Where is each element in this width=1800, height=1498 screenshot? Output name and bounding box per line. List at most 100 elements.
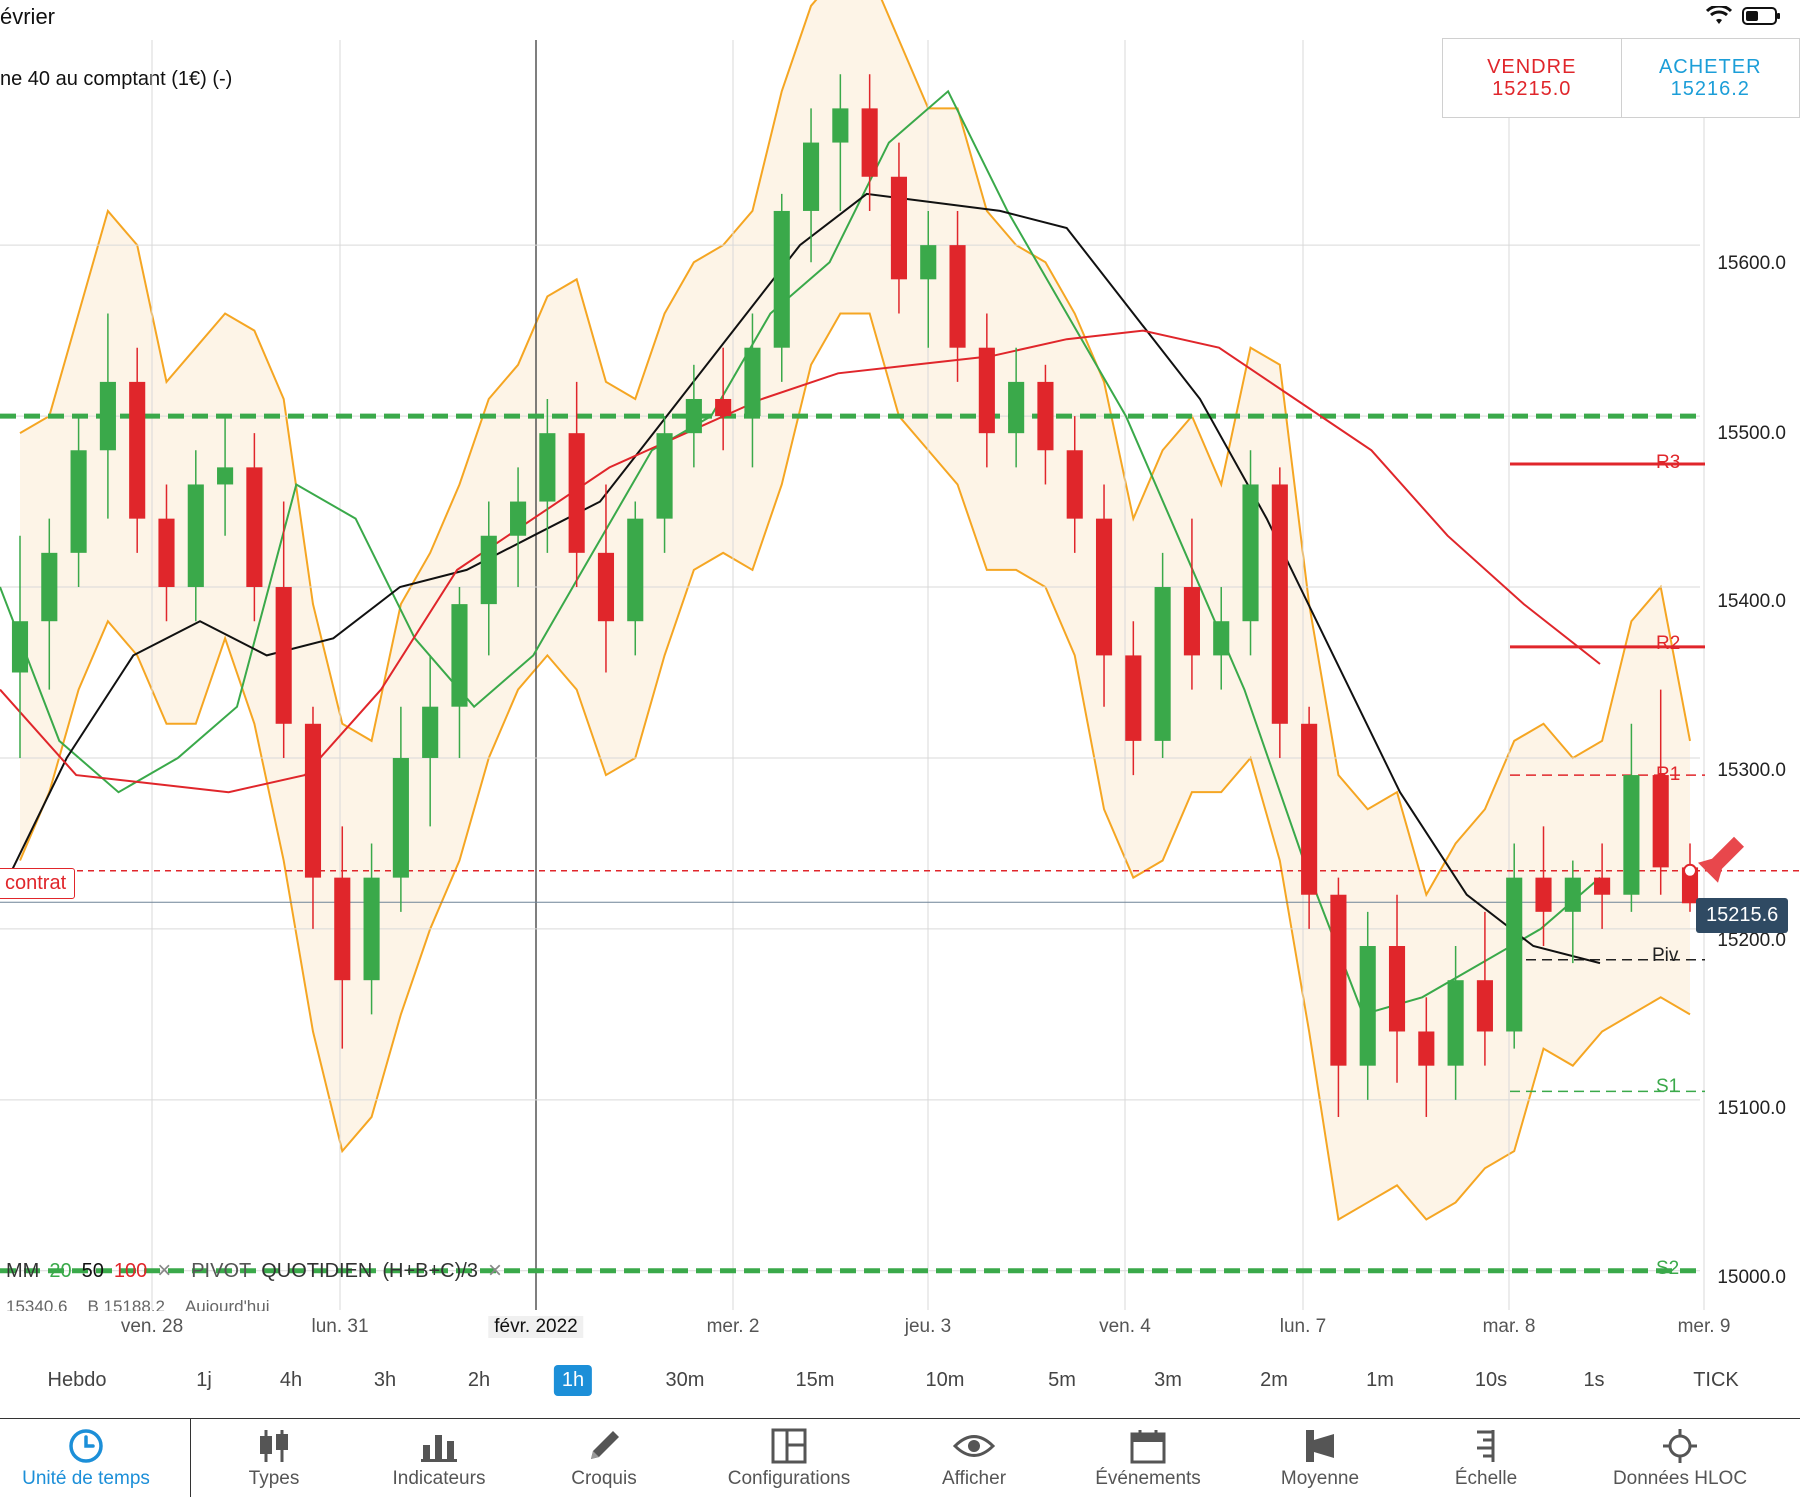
candle-body (1506, 877, 1523, 1032)
toolbar-types[interactable]: Types (194, 1426, 354, 1490)
price-chart[interactable] (0, 0, 1800, 1340)
x-axis-label: mer. 9 (1677, 1316, 1731, 1337)
candle-body (685, 398, 702, 434)
candle-body (11, 621, 29, 673)
candle-body (187, 484, 204, 588)
timeframe-4h[interactable]: 4h (279, 1369, 303, 1391)
toolbar-configurations[interactable]: Configurations (709, 1426, 869, 1490)
mm-period-20: 20 (49, 1259, 72, 1282)
instrument-name: ne 40 au comptant (1€) (-) (0, 68, 233, 90)
toolbar-moyenne[interactable]: Moyenne (1240, 1426, 1400, 1490)
candle-body (480, 535, 497, 605)
timeframe-1s[interactable]: 1s (1583, 1369, 1605, 1391)
candle-body (217, 467, 234, 485)
buy-price: 15216.2 (1670, 78, 1750, 100)
candle-body (363, 877, 380, 981)
timeframe-5m[interactable]: 5m (1048, 1369, 1076, 1391)
toolbar-label: Données HLOC (1612, 1468, 1748, 1489)
clock-icon (67, 1426, 105, 1466)
candle-body (158, 518, 175, 588)
eye-icon (953, 1426, 995, 1466)
x-axis-label: mar. 8 (1482, 1316, 1536, 1337)
price-axis-label: 15100.0 (1717, 1098, 1786, 1119)
price-axis-label: 15000.0 (1717, 1267, 1786, 1288)
candlestick-icon (254, 1426, 294, 1466)
toolbar-donnees-hloc[interactable]: Données HLOC (1600, 1426, 1760, 1490)
toolbar-label: Événements (1095, 1468, 1201, 1489)
candle-body (1652, 775, 1669, 868)
toolbar-evenements[interactable]: Événements (1068, 1426, 1228, 1490)
toolbar-indicateurs[interactable]: Indicateurs (359, 1426, 519, 1490)
candle-body (627, 518, 644, 622)
candle-body (1008, 381, 1025, 434)
candle-body (1301, 723, 1318, 895)
candle-body (1330, 894, 1347, 1066)
toolbar-afficher[interactable]: Afficher (894, 1426, 1054, 1490)
price-axis-label: 15500.0 (1717, 423, 1786, 444)
pivot-label-piv: Piv (1652, 945, 1679, 966)
timeframe-1m[interactable]: 1m (1366, 1369, 1394, 1391)
price-axis-label: 15200.0 (1717, 930, 1786, 951)
moving-average-line (0, 192, 1601, 965)
timeframe-3m[interactable]: 3m (1154, 1369, 1182, 1391)
candle-body (1359, 946, 1376, 1066)
timeframe-2m[interactable]: 2m (1260, 1369, 1288, 1391)
toolbar-croquis[interactable]: Croquis (524, 1426, 684, 1490)
buy-button[interactable]: ACHETER 15216.2 (1620, 39, 1800, 117)
candle-body (1125, 655, 1142, 741)
calendar-icon (1130, 1426, 1166, 1466)
candle-body (41, 552, 58, 622)
remove-mm-icon[interactable]: × (157, 1257, 172, 1284)
pivot-label-s1: S1 (1656, 1076, 1680, 1097)
bar-chart-icon (419, 1426, 459, 1466)
candle-body (802, 142, 820, 211)
bollinger-upper-line (19, 0, 1691, 898)
pivot-formula: (H+B+C)/3 (382, 1259, 478, 1282)
candle-body (656, 433, 673, 519)
candle-body (978, 347, 995, 434)
candle-body (422, 706, 439, 758)
timeframe-1j[interactable]: 1j (196, 1369, 212, 1391)
candle-body (773, 210, 790, 348)
timeframe-3h[interactable]: 3h (373, 1369, 397, 1391)
toolbar-unite-de-temps[interactable]: Unité de temps (6, 1426, 166, 1490)
timeframe-2h[interactable]: 2h (467, 1369, 491, 1391)
timeframe-1h[interactable]: 1h (553, 1365, 593, 1396)
toolbar-label: Échelle (1454, 1468, 1518, 1489)
contract-tag[interactable]: contrat (0, 868, 76, 899)
timeframe-30m[interactable]: 30m (665, 1369, 705, 1391)
remove-pivot-icon[interactable]: × (487, 1257, 502, 1284)
candle-body (1066, 450, 1083, 519)
bollinger-band-fill (20, 0, 1690, 1220)
candle-body (1535, 877, 1552, 912)
toolbar-echelle[interactable]: Échelle (1406, 1426, 1566, 1490)
toolbar-label: Afficher (941, 1468, 1007, 1489)
mm-period-50: 50 (81, 1259, 104, 1282)
timeframe-tick[interactable]: TICK (1693, 1369, 1739, 1391)
pivot-date: Aujourd'hui (184, 1297, 270, 1311)
indicator-legend: MM 20 50 100 × PIVOT QUOTIDIEN (H+B+C)/3… (6, 1257, 502, 1285)
timeframe-hebdo[interactable]: Hebdo (47, 1369, 107, 1391)
candle-body (70, 450, 87, 553)
x-axis-label-month: févr. 2022 (488, 1316, 584, 1338)
candle-body (597, 552, 615, 622)
timeframe-10m[interactable]: 10m (925, 1369, 965, 1391)
status-icons (1705, 4, 1782, 31)
pencil-icon (585, 1426, 623, 1466)
timeframe-15m[interactable]: 15m (795, 1369, 835, 1391)
candle-body (304, 723, 322, 878)
timeframe-10s[interactable]: 10s (1474, 1369, 1508, 1391)
scale-icon (1471, 1426, 1501, 1466)
pivot-low-value: B 15188.2 (87, 1297, 165, 1311)
pivot-values: 15340.6 B 15188.2 Aujourd'hui (6, 1297, 270, 1311)
pivot-label-s2: S2 (1656, 1258, 1680, 1279)
wifi-icon (1705, 4, 1733, 31)
candle-body (1213, 621, 1230, 656)
pivot-high-value: 15340.6 (6, 1297, 68, 1311)
toolbar-label: Types (248, 1468, 300, 1489)
candle-body (539, 433, 556, 502)
toolbar-label: Moyenne (1280, 1468, 1360, 1489)
candle-body (246, 467, 263, 588)
trade-box: VENDRE 15215.0 ACHETER 15216.2 (1442, 38, 1800, 118)
sell-button[interactable]: VENDRE 15215.0 (1443, 39, 1621, 117)
